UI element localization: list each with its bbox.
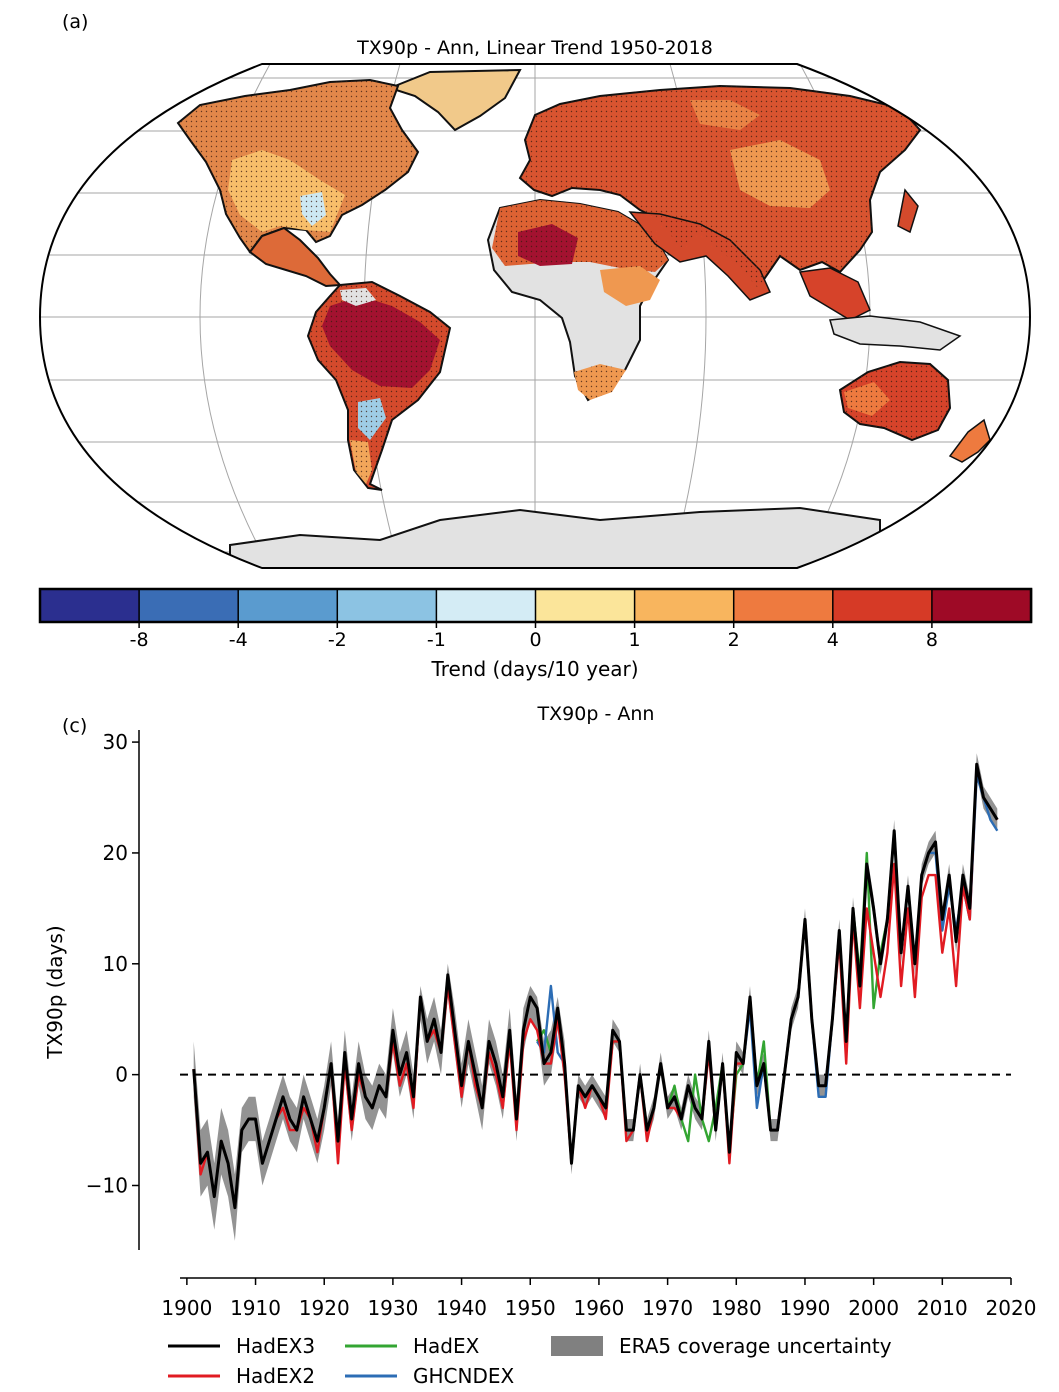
legend-label: HadEX2 xyxy=(236,1364,315,1388)
x-tick-label: 1940 xyxy=(436,1296,487,1320)
legend-swatch xyxy=(551,1336,603,1356)
map-title: TX90p - Ann, Linear Trend 1950-2018 xyxy=(356,37,713,59)
x-tick-label: 1930 xyxy=(367,1296,418,1320)
y-tick-label: 0 xyxy=(115,1063,128,1087)
colorbar-cells xyxy=(39,588,1033,623)
colorbar-cell xyxy=(832,588,934,623)
x-tick-label: 1910 xyxy=(230,1296,281,1320)
y-tick-label: 30 xyxy=(103,730,128,754)
colorbar-cell xyxy=(435,588,537,623)
colorbar-tick-label: 1 xyxy=(629,629,641,651)
legend: HadEX3 HadEX2 HadEX GHCNDEX ERA5 coverage un… xyxy=(168,1334,892,1388)
colorbar-tick-label: 0 xyxy=(529,629,541,651)
y-tick-label: 20 xyxy=(103,841,128,865)
x-tick-label: 1900 xyxy=(161,1296,212,1320)
colorbar-ticks: -8 -4 -2 -1 0 1 2 4 8 xyxy=(130,622,938,651)
x-axis: 1900 1910 1920 1930 1940 1950 1960 1970 1980 1990… xyxy=(161,1277,1036,1320)
colorbar-tick-label: -4 xyxy=(229,629,248,651)
colorbar-tick-label: 2 xyxy=(728,629,740,651)
x-tick-label: 1990 xyxy=(780,1296,831,1320)
map-content xyxy=(40,64,1030,568)
legend-label: GHCNDEX xyxy=(413,1364,515,1388)
y-tick-label: −10 xyxy=(86,1173,128,1197)
world-map xyxy=(38,63,1032,569)
colorbar-tick-label: 4 xyxy=(827,629,839,651)
colorbar-cell xyxy=(534,588,636,623)
colorbar-tick-label: 8 xyxy=(926,629,938,651)
y-axis-label: TX90p (days) xyxy=(43,925,67,1059)
colorbar-cell xyxy=(931,588,1033,623)
series-layer xyxy=(192,762,999,1210)
antarctica xyxy=(229,506,881,568)
legend-label: ERA5 coverage uncertainty xyxy=(619,1334,892,1358)
x-tick-label: 1980 xyxy=(711,1296,762,1320)
panel-c-label: (c) xyxy=(62,715,87,737)
y-ticks: −10 0 10 20 30 xyxy=(86,730,139,1197)
y-tick-label: 10 xyxy=(103,952,128,976)
colorbar: -8 -4 -2 -1 0 1 2 4 8 Trend (days/10 year) xyxy=(38,587,1033,681)
colorbar-cell xyxy=(138,588,240,623)
colorbar-tick-label: -8 xyxy=(130,629,149,651)
series-line-hadex3 xyxy=(192,762,999,1210)
greenland xyxy=(387,68,522,132)
uncertainty-band xyxy=(193,753,998,1241)
colorbar-cell xyxy=(732,588,835,623)
plot-area xyxy=(180,753,1011,1241)
colorbar-tick-label: -2 xyxy=(328,629,347,651)
x-tick-label: 1950 xyxy=(505,1296,556,1320)
legend-label: HadEX xyxy=(413,1334,480,1358)
colorbar-cell xyxy=(237,588,339,623)
africa-east xyxy=(600,266,660,306)
chart-title: TX90p - Ann xyxy=(537,703,655,725)
x-tick-label: 2000 xyxy=(848,1296,899,1320)
panel-a-label: (a) xyxy=(62,11,88,33)
panel-c: (c) TX90p - Ann TX90p (days) −100102030 … xyxy=(43,703,1036,1388)
x-tick-label: 2010 xyxy=(917,1296,968,1320)
indonesia xyxy=(829,315,962,351)
japan xyxy=(897,188,919,234)
legend-label: HadEX3 xyxy=(236,1334,315,1358)
x-tick-label: 1970 xyxy=(642,1296,693,1320)
map-outline xyxy=(38,63,1032,569)
map-stippling xyxy=(178,80,950,484)
x-tick-label: 1920 xyxy=(299,1296,350,1320)
x-tick-label: 1960 xyxy=(573,1296,624,1320)
colorbar-tick-label: -1 xyxy=(427,629,446,651)
era5-uncertainty-band xyxy=(193,753,998,1241)
x-ticks: 1900 1910 1920 1930 1940 1950 1960 1970 1980 1990… xyxy=(161,1278,1036,1320)
x-tick-label: 2020 xyxy=(986,1296,1037,1320)
colorbar-cell xyxy=(336,588,438,623)
se-asia xyxy=(798,267,871,321)
colorbar-cell xyxy=(39,588,141,623)
new-zealand xyxy=(948,418,991,463)
colorbar-cell xyxy=(633,588,735,623)
colorbar-label: Trend (days/10 year) xyxy=(430,657,638,681)
panel-a: (a) TX90p - Ann, Linear Trend 1950-2018 xyxy=(38,11,1033,681)
y-axis: −10 0 10 20 30 xyxy=(86,730,140,1250)
